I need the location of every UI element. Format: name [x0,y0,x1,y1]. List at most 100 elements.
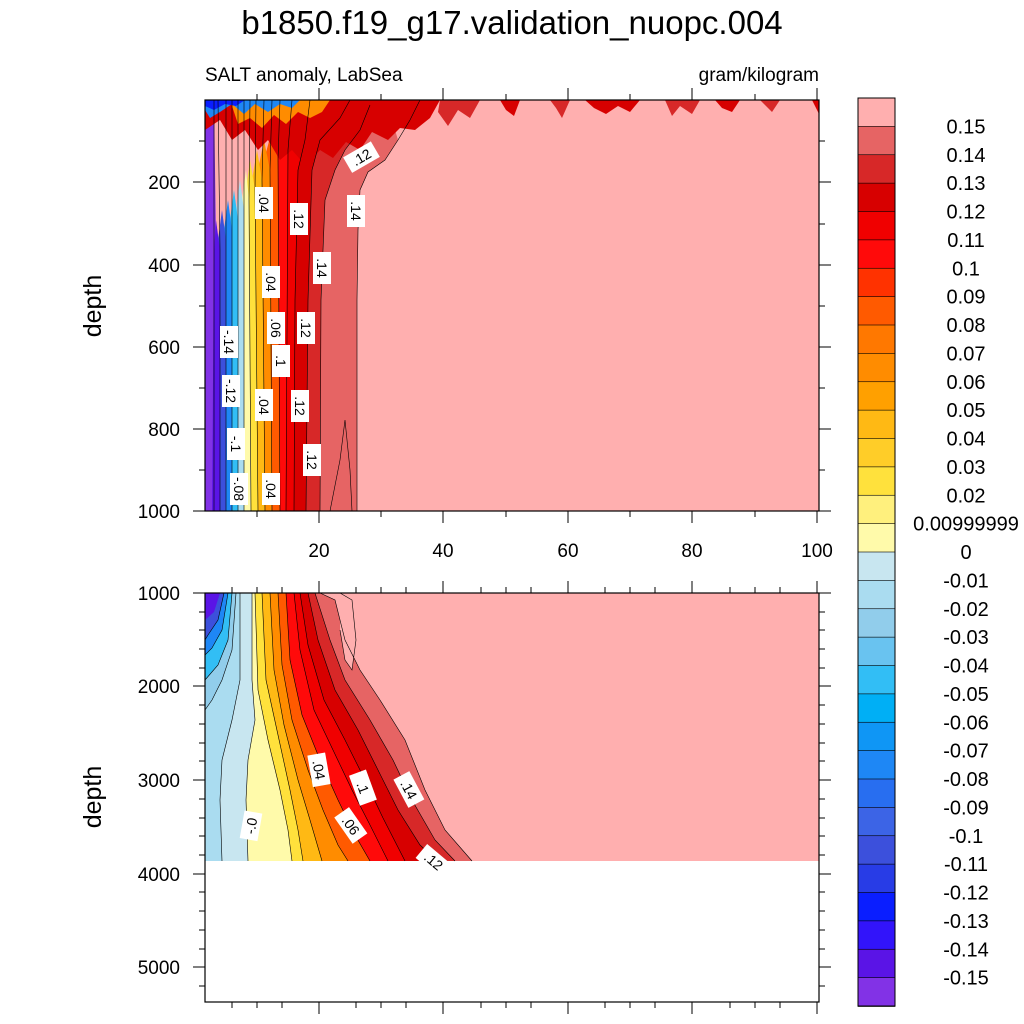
contour-label: -.0 [242,816,261,835]
colorbar-swatch [857,324,896,355]
contour-label: .1 [273,355,289,367]
lower-y-tick-label: 3000 [138,771,180,792]
chart-title: b1850.f19_g17.validation_nuopc.004 [241,4,782,41]
colorbar-label: -0.02 [943,599,989,621]
surface-red-blob-3 [550,100,570,118]
colorbar-label: -0.07 [943,741,989,763]
surface-red-blob-1 [438,100,480,126]
colorbar-swatch [857,523,896,553]
colorbar-frame [857,97,896,1007]
colorbar-swatch [857,920,896,951]
colorbar-label: -0.13 [943,911,989,933]
colorbar-swatch [857,154,896,184]
upper-y-tick-label: 800 [148,420,180,441]
subtitle-left: SALT anomaly, LabSea [205,65,403,86]
colorbar-swatch [857,296,896,326]
contour-label: .06 [268,318,284,338]
colorbar-swatch [857,353,896,383]
contour-label: .14 [348,201,364,221]
upper-x-tick-label: 20 [308,541,329,562]
colorbar-label: 0.03 [947,457,986,479]
contour-label: -.14 [221,330,237,354]
colorbar-label: -0.11 [944,854,988,876]
surface-red-blob-6 [715,100,740,112]
colorbar-label: 0.09 [947,287,986,309]
contour-label: .12 [292,396,308,416]
colorbar-swatch [857,182,896,213]
colorbar-labels: 0.15 0.14 0.13 0.12 0.11 0.1 0.09 0.08 0.07 0.06 0… [913,116,1019,989]
colorbar-label: 0.11 [947,230,984,252]
colorbar-label: 0.08 [947,315,986,337]
surface-red-blob-5 [665,100,700,116]
colorbar-swatch [857,494,896,525]
colorbar-swatch [857,892,896,922]
surface-orange-zone [230,100,330,128]
colorbar-label: -0.01 [943,570,989,592]
lower-plot-frame [204,592,820,1003]
colorbar-swatch [857,665,896,695]
colorbar-swatch [857,750,896,780]
upper-x-tick-label: 40 [432,541,453,562]
colorbar-label: 0.02 [947,485,986,507]
contour-label: .04 [263,272,279,292]
upper-x-tick-label: 100 [801,541,833,562]
contour-label: .04 [263,479,279,499]
colorbar-swatch [857,381,896,411]
colorbar-label: 0.07 [947,343,986,365]
colorbar-label: 0.14 [947,145,986,167]
contour-label: .12 [298,318,314,338]
contour-label: .1 [353,779,372,796]
colorbar-swatch [857,977,896,1007]
upper-y-tick-label: 200 [148,173,180,194]
colorbar-swatch [857,551,896,582]
colorbar-label: -0.05 [943,684,989,706]
colorbar-label: 0 [960,542,971,564]
colorbar-label: 0.05 [947,400,986,422]
colorbar-swatch [857,778,896,809]
colorbar-swatch [857,636,896,667]
lower-x-ticks [231,581,818,1014]
contour-label: .14 [314,258,330,278]
lower-y-axis-label: depth [79,766,107,829]
lower-y-tick-label: 5000 [138,958,180,979]
colorbar-swatch [857,948,896,979]
colorbar [857,97,896,1007]
upper-y-axis-label: depth [79,275,107,338]
colorbar-label: -0.14 [943,939,989,961]
contour-label: -.08 [231,477,247,501]
colorbar-swatch [857,863,896,894]
colorbar-label: -0.15 [943,968,989,990]
lower-panel: 1000 2000 3000 4000 5000 depth .04 .1 .1… [79,581,831,1014]
colorbar-label: 0.15 [947,116,986,138]
lower-y-tick-label: 2000 [138,677,180,698]
surface-red-blob-7 [760,100,780,112]
upper-y-tick-label: 400 [148,256,180,277]
upper-y-tick-label: 1000 [138,502,180,523]
colorbar-swatch [857,267,896,298]
colorbar-label: 0.00999999 [913,514,1019,536]
band-neg0.14 [205,593,220,620]
upper-x-tick-label: 60 [557,541,578,562]
lower-contour-field [205,593,819,862]
contour-label: .12 [291,209,307,229]
upper-contour-labels: .12 .14 .04 .12 .04 .14 -.14 .06 .12 .1 … [220,141,380,505]
colorbar-label: -0.12 [943,883,989,905]
colorbar-label: -0.09 [943,797,989,819]
colorbar-label: 0.06 [947,372,986,394]
colorbar-label: 0.12 [947,202,986,224]
colorbar-swatch [857,239,896,270]
contour-label: -.12 [223,379,239,403]
contour-label: .12 [304,450,320,470]
colorbar-swatch [857,835,896,865]
lower-y-tick-label: 1000 [138,584,180,605]
colorbar-swatch [857,693,896,724]
contour-label: .04 [256,193,272,213]
surface-deep-blue [205,100,245,110]
colorbar-label: 0.13 [947,173,986,195]
colorbar-label: -0.08 [943,769,989,791]
surface-red-blob-2 [500,100,520,116]
colorbar-swatch [857,580,896,610]
colorbar-label: -0.06 [943,712,989,734]
colorbar-label: 0.1 [952,258,980,280]
